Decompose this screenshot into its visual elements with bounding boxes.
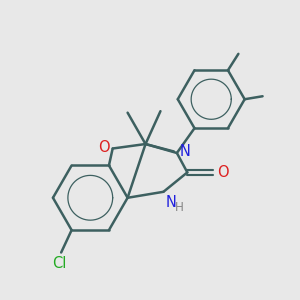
Text: Cl: Cl: [52, 256, 67, 271]
Text: O: O: [217, 165, 229, 180]
Text: N: N: [166, 195, 177, 210]
Text: N: N: [180, 144, 191, 159]
Text: H: H: [175, 201, 184, 214]
Text: O: O: [98, 140, 110, 154]
